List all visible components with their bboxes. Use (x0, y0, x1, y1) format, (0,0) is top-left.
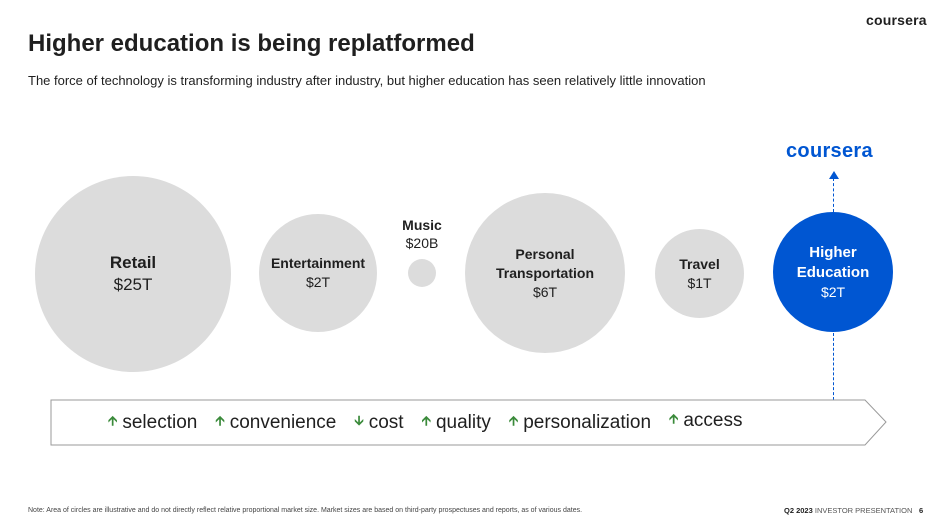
coursera-logo: coursera (786, 140, 873, 162)
arrow-up-icon: 🡩 (215, 413, 225, 428)
arrow-up-icon (829, 171, 839, 179)
bubble-music-name: Music (402, 217, 442, 233)
page-subtitle: The force of technology is transforming … (28, 73, 706, 88)
benefits-banner (50, 399, 887, 446)
footnote: Note: Area of circles are illustrative a… (28, 507, 583, 514)
arrow-up-icon: 🡩 (421, 413, 431, 428)
arrow-up-icon: 🡩 (508, 413, 519, 428)
benefit-label: personalization (523, 412, 652, 433)
bubble-retail: Retail $25T (35, 176, 231, 372)
arrow-up-icon: 🡩 (108, 413, 118, 428)
benefit-label: cost (368, 412, 404, 433)
dashed-connector-top (833, 178, 834, 212)
bubble-music (408, 259, 436, 287)
page-number: 6 (919, 506, 924, 515)
page-title: Higher education is being replatformed (28, 30, 475, 57)
benefit-personalization: 🡩 personalization (509, 412, 651, 434)
footer-doc-label: Q2 2023 INVESTOR PRESENTATION (784, 506, 912, 515)
bubble-personal-transportation: Personal Transportation $6T (465, 193, 625, 353)
bubble-personal-transportation-name: Personal Transportation (495, 245, 594, 281)
bubble-music-value: $20B (405, 235, 439, 251)
bubble-retail-value: $25T (113, 275, 153, 294)
benefit-access: 🡩 access (669, 410, 742, 432)
benefit-label: selection (122, 412, 198, 433)
bubble-entertainment-value: $2T (305, 274, 331, 290)
bubble-travel-name: Travel (679, 255, 720, 272)
coursera-logo-top: coursera (866, 12, 927, 28)
music-label: Music $20B (392, 216, 452, 252)
bubble-travel: Travel $1T (655, 229, 744, 318)
benefits-list: 🡩 selection 🡩 convenience 🡫 cost 🡩 quali… (108, 410, 761, 436)
benefit-label: quality (435, 412, 491, 433)
bubble-higher-education-value: $2T (820, 283, 846, 300)
benefit-label: convenience (229, 412, 337, 433)
benefit-quality: 🡩 quality (422, 412, 491, 434)
bubble-higher-education-name: Higher Education (796, 243, 870, 281)
benefit-convenience: 🡩 convenience (215, 412, 336, 434)
benefit-selection: 🡩 selection (108, 412, 197, 434)
arrow-down-icon: 🡫 (354, 413, 364, 428)
benefit-cost: 🡫 cost (354, 412, 403, 434)
bubble-travel-value: $1T (687, 274, 712, 291)
benefit-label: access (683, 410, 743, 431)
arrow-up-icon: 🡩 (669, 411, 679, 426)
bubble-personal-transportation-value: $6T (532, 283, 558, 300)
bubble-entertainment-name: Entertainment (270, 255, 366, 271)
dashed-connector-bottom (833, 333, 834, 400)
bubble-retail-name: Retail (109, 253, 157, 272)
footer-period: Q2 2023 (784, 506, 813, 515)
footer-doc-name: INVESTOR PRESENTATION (814, 506, 913, 515)
bubble-higher-education: Higher Education $2T (773, 212, 893, 332)
bubble-entertainment: Entertainment $2T (259, 214, 377, 332)
